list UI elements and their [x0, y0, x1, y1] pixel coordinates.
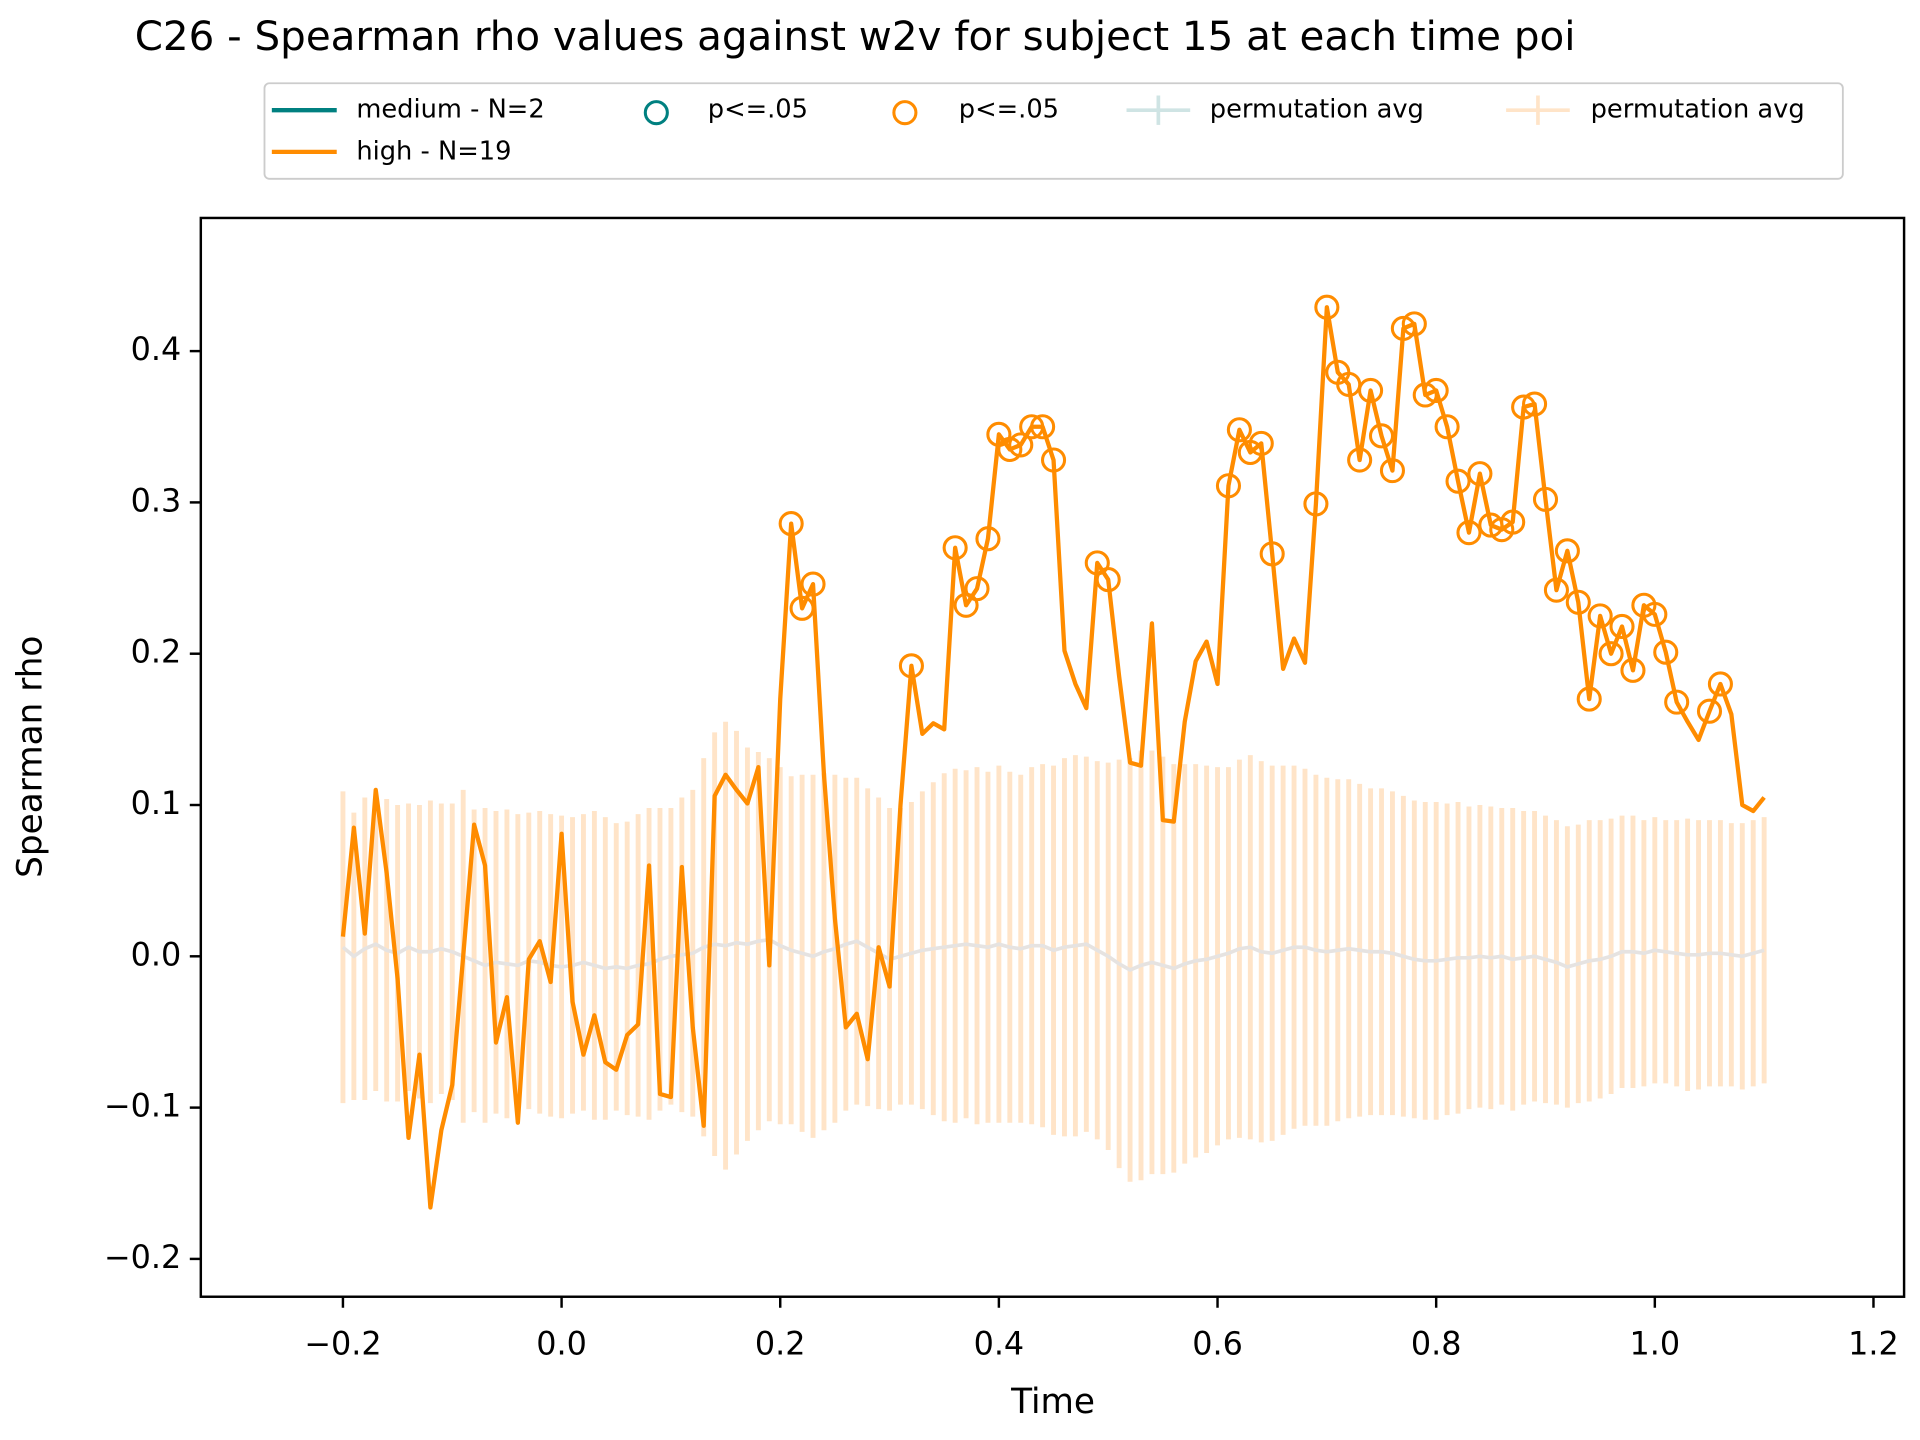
significance-marker [1576, 686, 1602, 712]
significance-marker [1565, 589, 1591, 615]
significance-marker [1040, 447, 1067, 473]
significance-marker [997, 436, 1023, 463]
significance-marker [1215, 473, 1242, 499]
legend-marker [892, 100, 918, 126]
significance-marker [1401, 311, 1427, 337]
significance-marker [1500, 509, 1526, 535]
significance-marker [964, 576, 990, 602]
significance-marker [1423, 377, 1449, 403]
y-tick-label: 0.0 [131, 935, 182, 973]
significance-marker [1030, 414, 1056, 440]
plot-area [340, 294, 1767, 1210]
x-tick-label: 1.0 [1630, 1325, 1681, 1363]
legend: medium - N=2 high - N=19 p<=.05 p<=.05 permu… [271, 95, 1805, 166]
significance-marker [1368, 423, 1395, 449]
significance-marker [1390, 315, 1416, 341]
legend-text: p<=.05 [708, 95, 808, 125]
series-line [340, 305, 1766, 1210]
significance-marker [1467, 461, 1493, 487]
significance-marker [1587, 603, 1613, 629]
legend-text: permutation avg [1591, 95, 1805, 125]
significance-marker [1095, 567, 1121, 593]
x-tick-label: −0.2 [304, 1325, 381, 1363]
significance-marker [1456, 520, 1482, 546]
legend-text: p<=.05 [959, 95, 1059, 125]
x-tick-label: 0.0 [536, 1325, 587, 1363]
significance-marker [1653, 639, 1679, 665]
significance-marker [1696, 698, 1723, 724]
significance-marker [1522, 391, 1548, 417]
significance-marker [778, 511, 804, 537]
significance-marker [1434, 414, 1460, 440]
significance-marker [975, 526, 1001, 552]
significance-marker [1609, 613, 1635, 640]
y-tick-label: 0.3 [131, 481, 182, 519]
y-tick-label: −0.1 [104, 1087, 181, 1125]
significance-marker [1226, 417, 1252, 443]
significance-marker [1543, 577, 1569, 603]
y-tick-label: 0.4 [131, 330, 182, 368]
significance-marker [800, 571, 826, 597]
x-tick-label: 0.8 [1411, 1325, 1462, 1363]
x-tick-label: 0.4 [974, 1325, 1025, 1363]
significance-marker [1248, 430, 1274, 456]
significance-marker [1019, 414, 1045, 440]
significance-marker [1554, 538, 1580, 564]
legend-box [263, 82, 1844, 180]
significance-marker [1532, 486, 1559, 512]
significance-marker [1314, 294, 1340, 320]
significance-marker [1008, 432, 1034, 458]
x-tick-label: 1.2 [1848, 1325, 1899, 1363]
significance-marker [1707, 671, 1733, 697]
significance-marker [1347, 447, 1373, 473]
y-tick-label: −0.2 [104, 1238, 181, 1276]
significance-marker [789, 595, 815, 621]
significance-marker [1598, 641, 1624, 667]
x-axis-label: Time [1010, 1382, 1095, 1422]
y-tick-label: 0.1 [131, 784, 182, 822]
legend-marker [643, 100, 669, 126]
significance-marker [1412, 382, 1438, 408]
significance-marker [898, 653, 924, 679]
significance-marker [1445, 468, 1471, 494]
legend-text: high - N=19 [356, 136, 511, 166]
permutation-avg-line [341, 937, 1765, 972]
legend-text: permutation avg [1210, 95, 1424, 125]
significance-marker [1358, 377, 1384, 403]
significance-marker [1620, 657, 1646, 683]
axes-frame [199, 216, 1906, 1298]
significance-marker [1642, 601, 1668, 627]
x-tick-label: 0.2 [755, 1325, 806, 1363]
significance-marker [1259, 541, 1285, 567]
legend-text: medium - N=2 [356, 95, 544, 125]
significance-marker [1664, 689, 1690, 715]
chart-title: C26 - Spearman rho values against w2v fo… [135, 12, 1576, 60]
significance-marker [1379, 458, 1405, 484]
y-tick-label: 0.2 [131, 633, 182, 671]
y-axis-label: Spearman rho [10, 636, 50, 878]
significance-marker [1303, 491, 1329, 517]
x-tick-label: 0.6 [1192, 1325, 1243, 1363]
significance-marker [942, 535, 968, 561]
significance-marker [1511, 394, 1537, 420]
